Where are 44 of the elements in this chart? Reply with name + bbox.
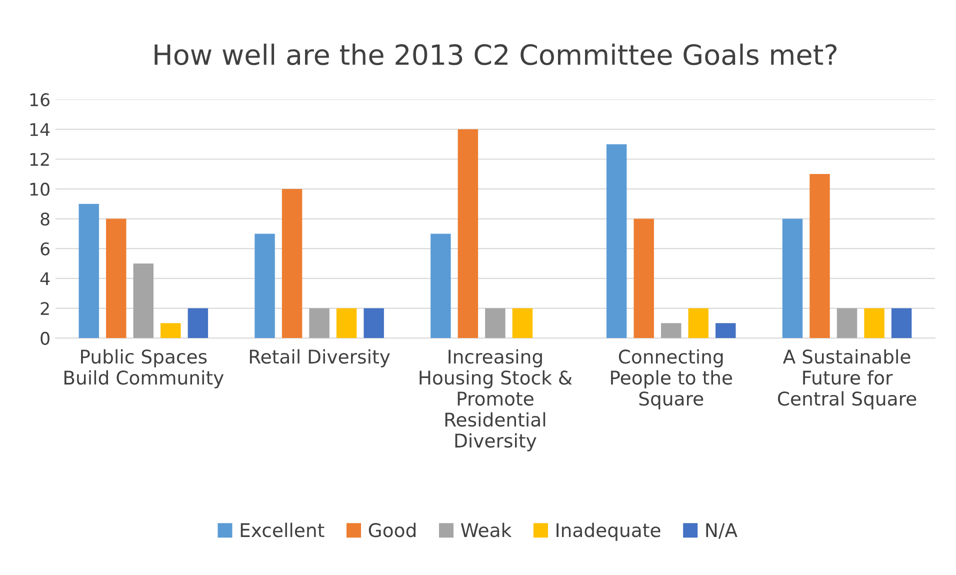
- bar: [836, 308, 858, 338]
- legend-label: Excellent: [240, 522, 324, 538]
- y-tick-label: 14: [30, 123, 50, 136]
- y-tick-label: 2: [40, 302, 49, 315]
- bar: [458, 129, 478, 338]
- bar: [891, 308, 912, 338]
- legend-label: Weak: [460, 522, 512, 538]
- bar: [78, 204, 99, 338]
- bar: [364, 308, 384, 338]
- y-tick-label: 6: [40, 242, 50, 256]
- bar: [782, 218, 803, 338]
- bar: [864, 308, 884, 338]
- legend-label: Inadequate: [556, 522, 660, 541]
- bar: [485, 308, 506, 338]
- bar: [160, 323, 181, 338]
- x-tick-label: A Sustainable Future for Central Square: [778, 349, 916, 410]
- y-tick-label: 12: [30, 152, 49, 166]
- y-tick-label: 16: [30, 93, 50, 106]
- bar: [188, 308, 208, 338]
- bar: [282, 188, 302, 338]
- x-tick-label: Increasing Housing Stock & Promote Residential Diversity: [420, 349, 572, 452]
- y-tick-label: 4: [40, 272, 50, 286]
- bar: [430, 234, 451, 338]
- bar: [661, 323, 682, 338]
- x-tick-label: Connecting People to the Square: [611, 349, 732, 410]
- y-tick-label: 8: [40, 212, 50, 226]
- bar: [810, 174, 830, 338]
- bar: [254, 234, 275, 338]
- chart-title: How well are the 2013 C2 Committee Goals met?: [154, 44, 836, 66]
- bar: [133, 264, 154, 338]
- bar: [688, 308, 708, 338]
- legend-label: Good: [368, 522, 416, 538]
- y-tick-label: 0: [40, 332, 50, 345]
- bar: [512, 308, 533, 338]
- bar: [106, 218, 126, 338]
- bar: [309, 308, 330, 338]
- legend-label: N/A: [706, 523, 738, 539]
- x-tick-label: Public Spaces Build Community: [64, 349, 224, 388]
- y-tick-label: 10: [30, 182, 50, 196]
- bar: [716, 323, 736, 338]
- x-tick-label: Retail Diversity: [250, 349, 390, 368]
- bar: [336, 308, 357, 338]
- bar: [634, 218, 654, 338]
- bar: [606, 144, 627, 338]
